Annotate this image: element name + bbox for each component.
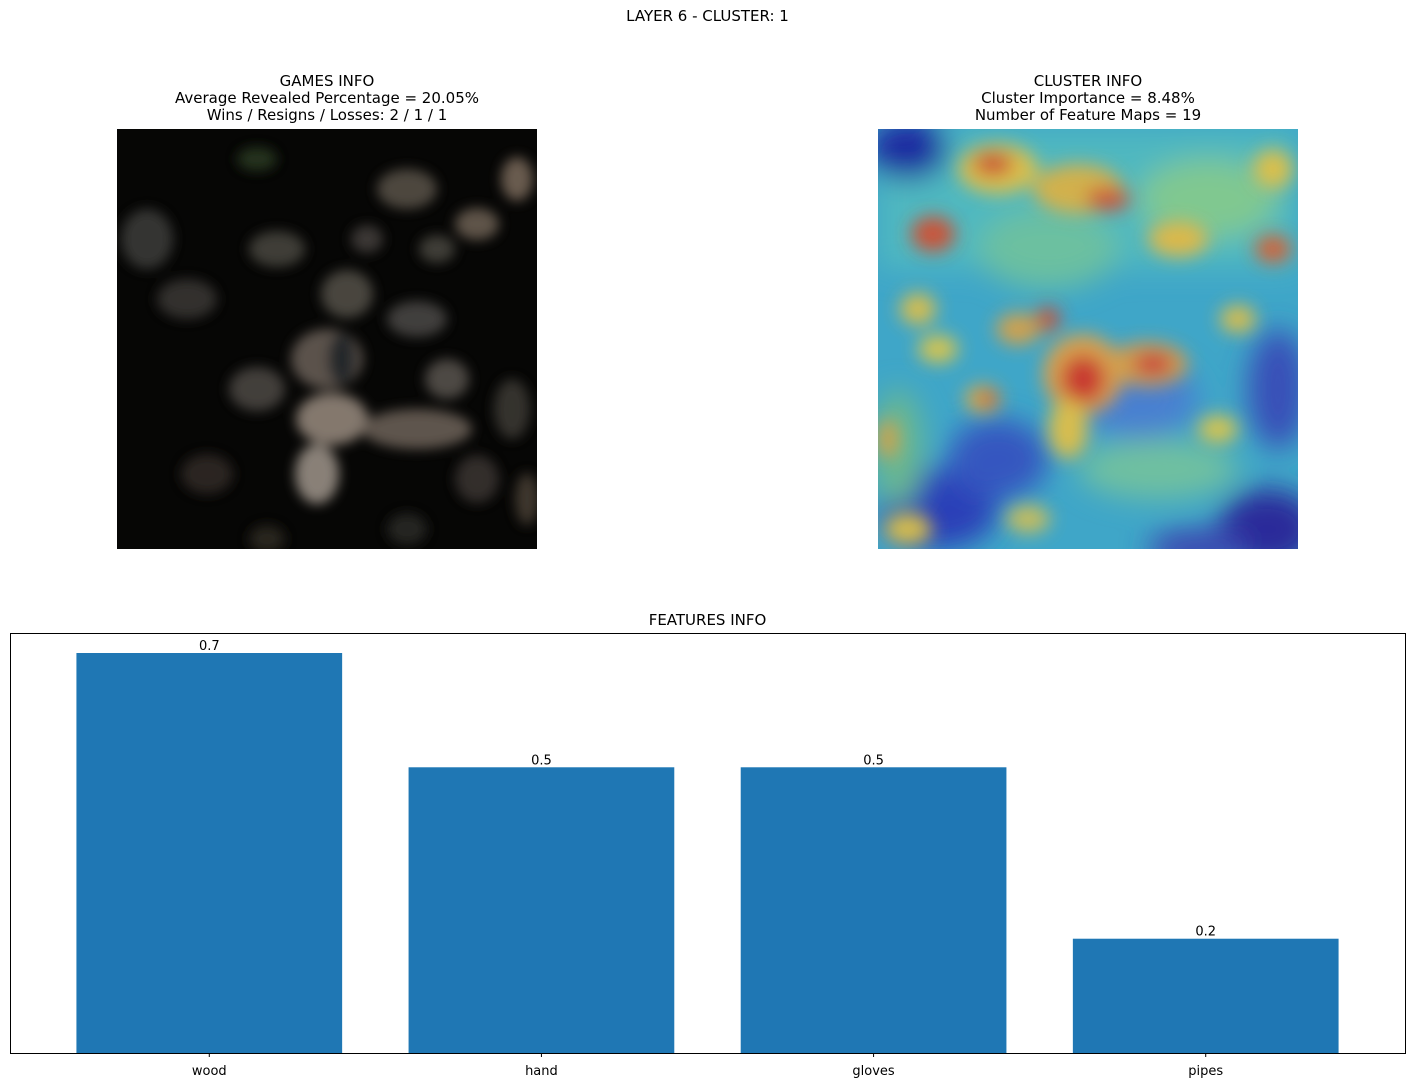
wins-resigns-losses: Wins / Resigns / Losses: 2 / 1 / 1	[206, 106, 448, 124]
chart-title: FEATURES INFO	[648, 611, 767, 629]
bar-wood	[76, 653, 343, 1053]
value-label-hand: 0.5	[531, 753, 552, 768]
number-of-feature-maps: Number of Feature Maps = 19	[974, 106, 1202, 124]
cluster-heatmap-image	[878, 129, 1298, 549]
masked-game-image	[117, 129, 537, 549]
bar-gloves	[740, 767, 1007, 1053]
games-info-heading: GAMES INFO	[279, 72, 375, 90]
labels-layer: 0.7 wood 0.5 hand 0.5 gloves 0.2 pipes	[192, 639, 1223, 1079]
x-tick-label-pipes: pipes	[1188, 1064, 1223, 1079]
x-tick-label-gloves: gloves	[852, 1064, 895, 1079]
x-tick-label-hand: hand	[525, 1064, 558, 1079]
cluster-importance: Cluster Importance = 8.48%	[981, 89, 1195, 107]
figure-title: LAYER 6 - CLUSTER: 1	[626, 7, 789, 25]
games-info-title: GAMES INFO Average Revealed Percentage =…	[77, 73, 577, 124]
average-revealed-percentage: Average Revealed Percentage = 20.05%	[174, 89, 479, 107]
heatmap-image-svg	[878, 129, 1298, 549]
value-label-pipes: 0.2	[1195, 925, 1216, 940]
value-label-wood: 0.7	[199, 639, 220, 654]
bar-pipes	[1072, 938, 1339, 1053]
bar-hand	[408, 767, 675, 1053]
masked-image-svg	[117, 129, 537, 549]
x-tick-label-wood: wood	[192, 1064, 227, 1079]
plot-frame	[10, 633, 1406, 1054]
bars-layer	[76, 653, 1339, 1053]
value-label-gloves: 0.5	[863, 753, 884, 768]
cluster-info-heading: CLUSTER INFO	[1033, 72, 1143, 90]
cluster-info-title: CLUSTER INFO Cluster Importance = 8.48% …	[838, 73, 1338, 124]
